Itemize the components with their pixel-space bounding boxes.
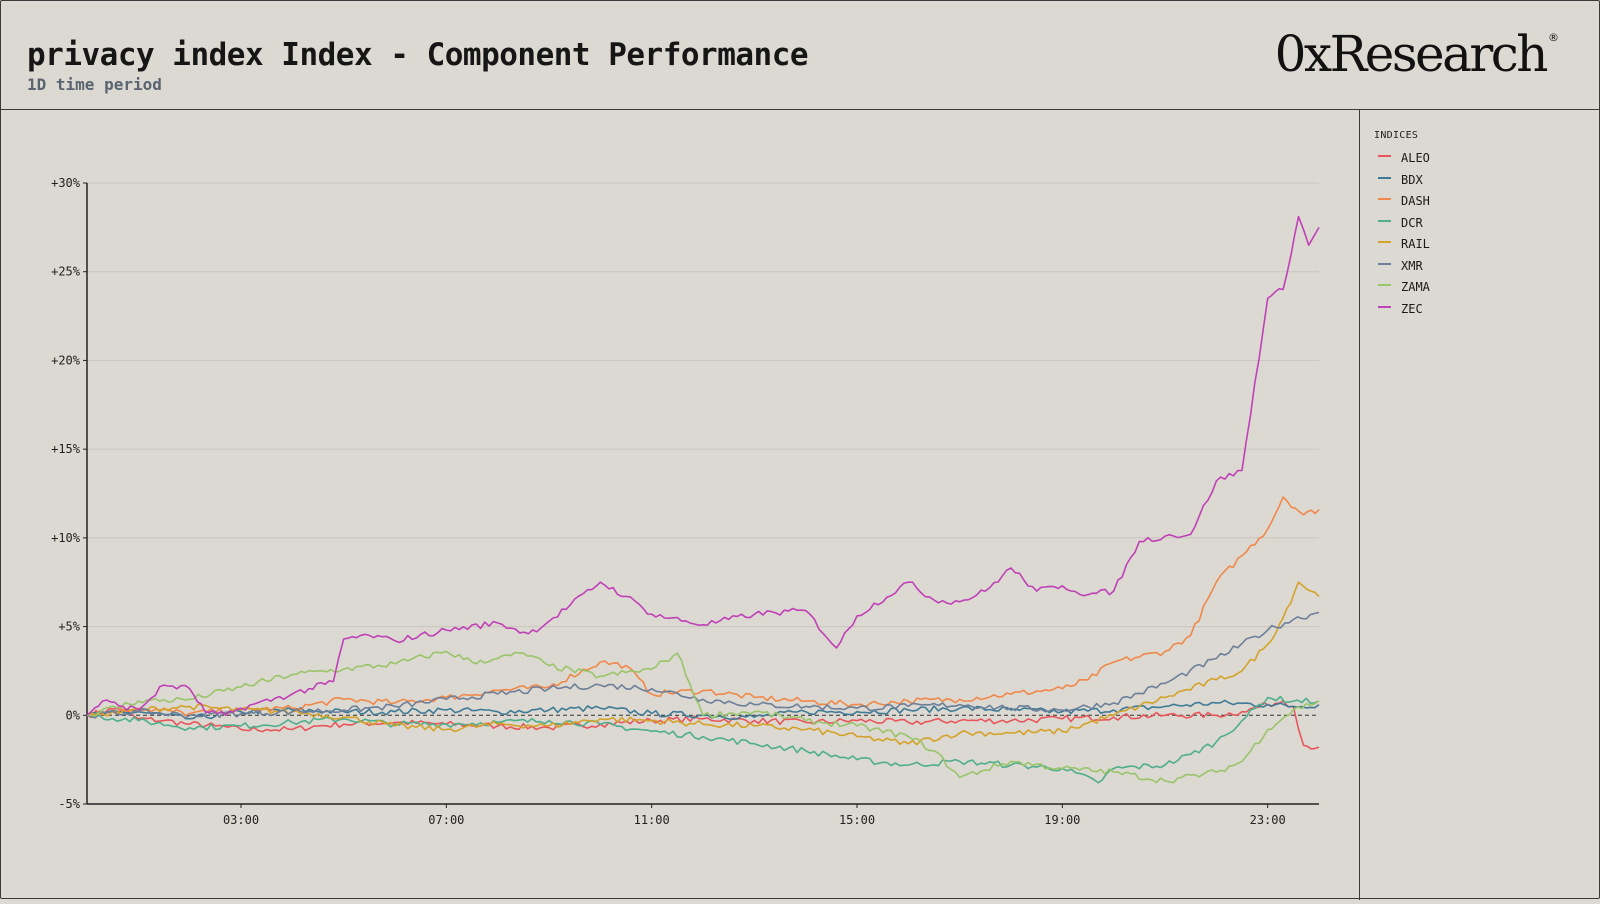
grid	[87, 182, 1319, 716]
legend-panel: INDICES ALEO BDX DASH DCR RAIL XMR ZAMA ZEC	[1359, 110, 1600, 900]
y-tick-label: +25%	[51, 265, 81, 279]
axes: -5% 0% +5% +10% +15% +20% +25% +30% 03:00 07:00 11…	[51, 176, 1319, 827]
legend-label: BDX	[1401, 172, 1423, 187]
series-line-dash	[86, 496, 1320, 717]
y-tick-label: 0%	[66, 708, 81, 722]
registered-mark: ®	[1548, 31, 1559, 44]
x-tick-label: 03:00	[223, 813, 259, 827]
y-tick-label: +10%	[51, 531, 81, 545]
brand-logo: 0xResearch ®	[1275, 25, 1559, 83]
legend-swatch	[1378, 198, 1391, 200]
legend-swatch	[1378, 241, 1391, 243]
legend-label: RAIL	[1401, 237, 1430, 251]
page-subtitle: 1D time period	[27, 75, 162, 94]
legend-swatch	[1378, 305, 1391, 308]
x-tick-label: 15:00	[839, 813, 875, 827]
page-title: privacy index Index - Component Performa…	[27, 37, 809, 73]
series-lines	[86, 215, 1320, 784]
chart-area: -5% 0% +5% +10% +15% +20% +25% +30% 03:00 07:00 11…	[1, 110, 1359, 900]
series-line-dcr	[86, 695, 1320, 784]
legend-label: ZEC	[1401, 301, 1423, 316]
header: privacy index Index - Component Performa…	[1, 1, 1599, 110]
series-line-aleo	[86, 700, 1320, 750]
legend-label: DCR	[1401, 215, 1423, 230]
y-tick-label: +30%	[51, 176, 81, 190]
x-tick-label: 23:00	[1250, 813, 1286, 827]
legend-swatch	[1378, 219, 1391, 222]
x-tick-label: 11:00	[634, 813, 670, 827]
legend-swatch	[1378, 284, 1391, 286]
series-line-rail	[86, 581, 1320, 746]
y-tick-label: +5%	[58, 620, 80, 634]
legend-swatch	[1378, 155, 1391, 157]
y-tick-label: +20%	[51, 353, 81, 367]
series-line-zama	[86, 650, 1320, 784]
y-tick-label: +15%	[51, 442, 81, 456]
legend-label: ALEO	[1401, 151, 1430, 165]
legend-label: DASH	[1401, 194, 1430, 208]
brand-text: 0xResearch	[1274, 25, 1549, 83]
x-tick-label: 07:00	[428, 813, 464, 827]
legend-swatch	[1378, 176, 1391, 179]
y-tick-label: -5%	[58, 797, 80, 811]
legend-swatch	[1378, 262, 1391, 265]
x-tick-label: 19:00	[1044, 813, 1080, 827]
series-line-zec	[86, 215, 1320, 717]
legend-title: INDICES	[1374, 130, 1419, 141]
legend-label: XMR	[1401, 258, 1423, 273]
line-chart: -5% 0% +5% +10% +15% +20% +25% +30% 03:00 07:00 11…	[51, 176, 1320, 827]
legend-label: ZAMA	[1401, 280, 1430, 294]
series-line-xmr	[86, 611, 1320, 719]
